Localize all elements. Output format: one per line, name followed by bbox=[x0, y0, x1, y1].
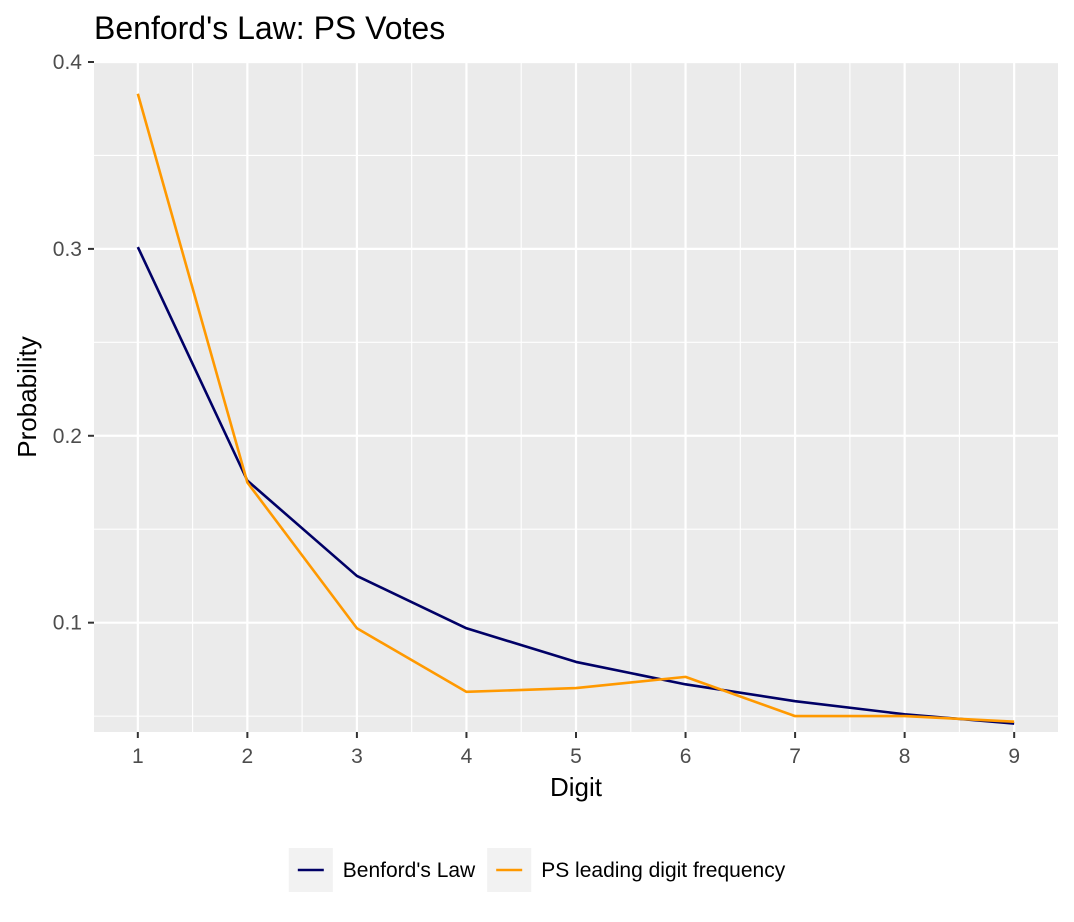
legend-label: PS leading digit frequency bbox=[541, 859, 785, 882]
y-tick-label: 0.4 bbox=[53, 51, 83, 74]
series-lines bbox=[136, 93, 1015, 725]
y-tick-label: 0.2 bbox=[53, 425, 82, 448]
legend-item-2: PS leading digit frequency bbox=[487, 848, 786, 892]
x-tick-label: 1 bbox=[132, 745, 144, 768]
x-tick-label: 9 bbox=[1008, 745, 1020, 768]
y-tick-label: 0.3 bbox=[53, 238, 82, 261]
x-axis: 1 2 3 4 5 6 7 8 9 bbox=[132, 732, 1020, 768]
grid-major bbox=[94, 60, 1058, 732]
x-tick-label: 5 bbox=[570, 745, 582, 768]
y-axis-title: Probability bbox=[12, 336, 42, 457]
x-tick-label: 3 bbox=[351, 745, 363, 768]
x-axis-title: Digit bbox=[550, 772, 603, 802]
x-tick-label: 7 bbox=[789, 745, 801, 768]
chart-title: Benford's Law: PS Votes bbox=[94, 10, 445, 46]
x-tick-label: 6 bbox=[680, 745, 692, 768]
legend: Benford's Law PS leading digit frequency bbox=[288, 848, 786, 892]
x-tick-label: 8 bbox=[899, 745, 911, 768]
x-tick-label: 4 bbox=[461, 745, 473, 768]
y-tick-label: 0.1 bbox=[53, 612, 82, 635]
x-tick-label: 2 bbox=[242, 745, 254, 768]
legend-item-1: Benford's Law bbox=[288, 848, 476, 892]
series-line-1 bbox=[136, 246, 1015, 725]
legend-label: Benford's Law bbox=[343, 859, 476, 882]
y-axis: 0.1 0.2 0.3 0.4 bbox=[53, 51, 94, 635]
series-line-2 bbox=[136, 93, 1015, 724]
